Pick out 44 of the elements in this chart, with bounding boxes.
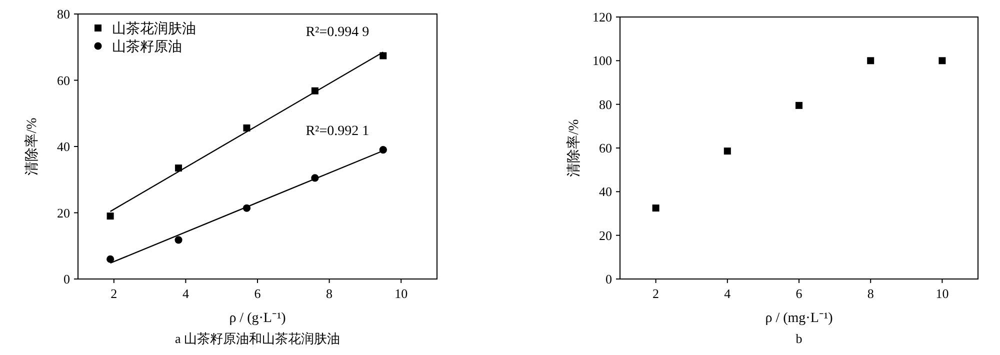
y-tick-label: 0 — [64, 272, 70, 286]
y-tick-label: 40 — [57, 139, 70, 154]
x-tick-label: 10 — [394, 286, 408, 301]
annotation: R²=0.992 1 — [306, 124, 370, 139]
point — [867, 57, 874, 64]
y-tick-label: 20 — [599, 228, 612, 243]
x-tick-label: 2 — [652, 286, 660, 301]
point — [938, 57, 946, 64]
x-axis-title: ρ / (g·L⁻¹) — [229, 311, 286, 326]
text: b — [796, 331, 802, 346]
legend-label: 山茶花润肤油 — [112, 21, 196, 37]
y-tick-label: 20 — [57, 205, 70, 220]
x-tick-label: 4 — [724, 286, 732, 301]
point — [379, 146, 387, 154]
x-axis-title: ρ / (mg·L⁻¹) — [765, 311, 834, 326]
point — [106, 212, 114, 220]
y-tick-label: 80 — [57, 6, 70, 22]
x-tick-label: 6 — [796, 286, 803, 301]
y-tick-label: 0 — [606, 272, 612, 286]
point — [175, 164, 182, 172]
point — [724, 148, 731, 155]
x-tick-label: 4 — [182, 286, 190, 301]
y-tick-label: 80 — [599, 96, 612, 112]
y-tick-label: 120 — [592, 10, 612, 24]
text: a 山茶籽原油和山茶花润肤油 — [174, 331, 340, 346]
y-axis-title: 清除率/% — [24, 117, 40, 176]
y-tick-label: 40 — [599, 184, 612, 200]
y-tick-label: 60 — [57, 72, 70, 88]
x-tick-label: 8 — [326, 286, 333, 301]
point — [380, 52, 387, 60]
point — [174, 236, 182, 244]
point — [243, 124, 250, 132]
y-tick-label: 100 — [592, 53, 612, 68]
x-tick-label: 6 — [254, 286, 262, 301]
y-tick-label: 60 — [599, 140, 612, 156]
y-axis-title: 清除率/% — [566, 118, 582, 177]
annotation: R²=0.994 9 — [306, 25, 370, 40]
point — [652, 204, 660, 212]
x-tick-label: 10 — [936, 286, 949, 301]
x-tick-label: 2 — [110, 286, 118, 301]
point — [106, 255, 114, 263]
point — [796, 102, 802, 109]
legend-label: 山茶籽原油 — [112, 39, 182, 55]
x-tick-label: 8 — [867, 286, 874, 301]
